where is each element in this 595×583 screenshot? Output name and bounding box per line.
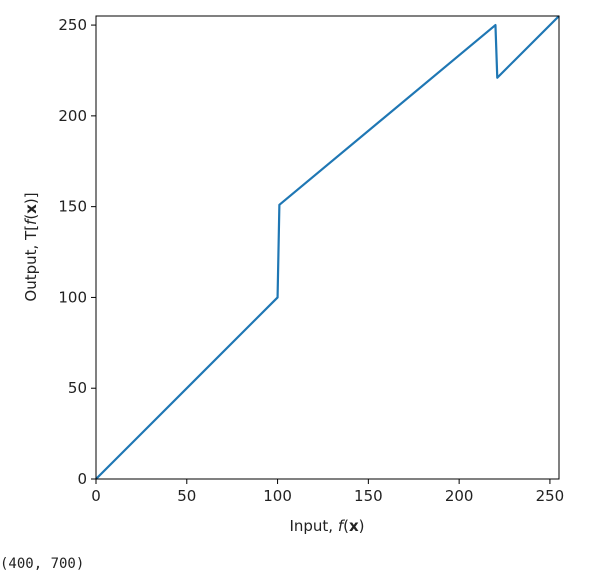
x-tick-label: 50 xyxy=(177,487,196,505)
x-tick-label: 200 xyxy=(445,487,474,505)
x-axis-label: Input, f(x) xyxy=(289,517,364,535)
output-text: (400, 700) xyxy=(0,556,85,572)
x-tick-label: 150 xyxy=(354,487,383,505)
plot-area xyxy=(95,15,560,480)
x-tick-label: 100 xyxy=(263,487,292,505)
y-tick-label: 100 xyxy=(58,288,87,306)
y-axis-label: Output, T[f(x)] xyxy=(22,192,40,301)
axis-ticks: 0 50 100 150 200 250 0 50 100 150 200 250 xyxy=(58,16,564,505)
y-tick-label: 250 xyxy=(58,16,87,34)
y-tick-label: 200 xyxy=(58,107,87,125)
transformation-chart: 0 50 100 150 200 250 0 50 100 150 200 250 Input, f(… xyxy=(22,15,564,535)
x-tick-label: 0 xyxy=(91,487,101,505)
y-tick-label: 50 xyxy=(68,379,87,397)
series-line-0 xyxy=(95,15,560,480)
x-tick-label: 250 xyxy=(536,487,565,505)
axes-frame xyxy=(95,15,560,480)
y-tick-label: 150 xyxy=(58,198,87,216)
y-tick-label: 0 xyxy=(77,470,87,488)
